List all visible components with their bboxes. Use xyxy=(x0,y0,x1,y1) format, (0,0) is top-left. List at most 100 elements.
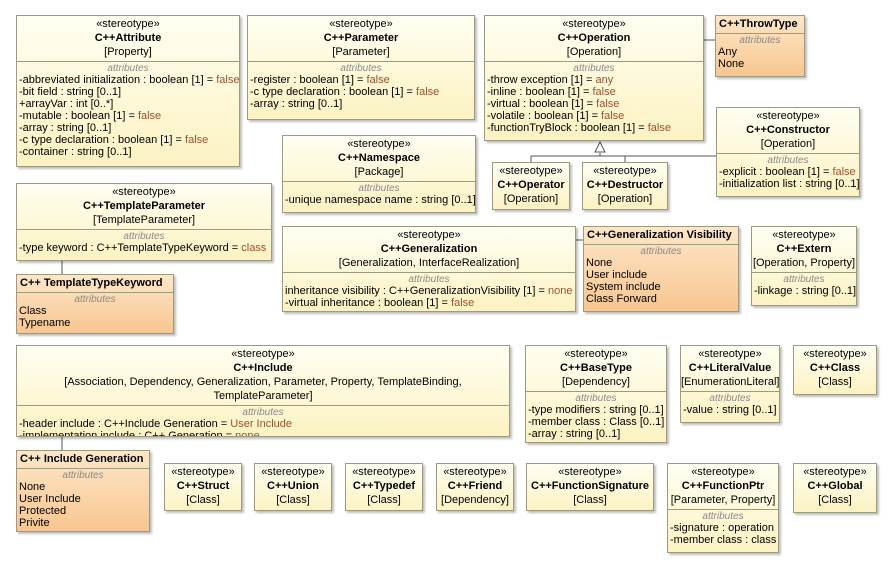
default-value: none xyxy=(235,430,260,437)
enumeration: C++ TemplateTypeKeyword attributes Class Ty… xyxy=(16,274,174,334)
metaclass: [Class] xyxy=(818,494,852,506)
default-value: false xyxy=(647,122,671,134)
stereotype-label: «stereotype» xyxy=(261,466,325,478)
item-text: -virtual : boolean [1] = xyxy=(487,98,597,110)
stereotype-box: «stereotype» C++Typedef [Class] xyxy=(345,463,423,511)
element-name: C++Parameter xyxy=(323,32,399,44)
stereotype-box: «stereotype» C++Include [Association, Depe… xyxy=(16,345,510,437)
stereotype-label: «stereotype» xyxy=(772,229,836,241)
item-text: -virtual inheritance : boolean [1] = xyxy=(285,297,452,309)
item-text: -inline : boolean [1] = xyxy=(487,86,593,98)
header: C++ThrowType xyxy=(716,16,804,33)
header: «stereotype» C++Class [Class] xyxy=(794,346,876,391)
stereotype-box: «stereotype» C++LiteralValue [EnumerationL… xyxy=(680,345,780,423)
enumeration: C++ Include Generation attributes None User… xyxy=(16,450,150,532)
element-name: C++Union xyxy=(267,480,319,492)
stereotype-box: «stereotype» C++Class [Class] xyxy=(793,345,877,395)
element-name: C++Generalization xyxy=(380,243,478,255)
default-value: none xyxy=(548,285,573,297)
metaclass: [Generalization, InterfaceRealization] xyxy=(338,257,520,269)
item: -functionTryBlock : boolean [1] = false xyxy=(487,122,701,134)
item-text: -register : boolean [1] = xyxy=(250,74,367,86)
metaclass: [Operation] xyxy=(503,193,559,205)
enumeration: C++ThrowType attributes Any None xyxy=(715,15,805,77)
stereotype-box: «stereotype» C++Friend [Dependency] xyxy=(436,463,514,511)
default-value: false xyxy=(832,166,856,178)
item-text: -throw exception [1] = xyxy=(487,74,596,86)
element-name: C++BaseType xyxy=(560,362,632,374)
compartment: attributes -linkage : string [0..1] xyxy=(752,272,856,299)
default-value: false xyxy=(451,297,475,309)
element-name: C++ThrowType xyxy=(719,18,798,30)
metaclass: [Operation] xyxy=(566,46,622,58)
stereotype-label: «stereotype» xyxy=(329,18,393,30)
default-value: false xyxy=(601,110,625,122)
element-name: C++TemplateParameter xyxy=(82,200,206,212)
item-text: inheritance visibility : C++Generalizati… xyxy=(285,285,549,297)
header: C++ TemplateTypeKeyword xyxy=(17,275,173,292)
element-name: C++Generalization Visibility xyxy=(587,229,732,241)
element-name: C++Operation xyxy=(557,32,631,44)
item: Privite xyxy=(19,517,50,529)
item: -initialization list : string [0..1] xyxy=(719,178,860,190)
item: -mutable : boolean [1] = false xyxy=(19,110,237,122)
compartment-label: attributes xyxy=(783,274,825,285)
compartment: attributes -type modifiers : string [0..1… xyxy=(526,391,666,442)
stereotype-box: «stereotype» C++Operator [Operation] xyxy=(492,162,570,210)
metaclass: [EnumerationLiteral] xyxy=(681,376,780,388)
item: -virtual : boolean [1] = false xyxy=(487,98,701,110)
item: User Include xyxy=(19,493,81,505)
header: «stereotype» C++Destructor [Operation] xyxy=(583,163,667,208)
compartment-label: attributes xyxy=(340,63,382,74)
stereotype-label: «stereotype» xyxy=(112,186,176,198)
default-value: false xyxy=(216,74,240,86)
item-text: -abbreviated initialization : boolean [1… xyxy=(19,74,217,86)
item: inheritance visibility : C++Generalizati… xyxy=(285,285,573,297)
compartment-label: attributes xyxy=(709,393,751,404)
compartment-label: attributes xyxy=(640,246,682,257)
item-text: -c type declaration : boolean [1] = xyxy=(250,86,417,98)
compartment: attributes inheritance visibility : C++Ge… xyxy=(283,272,575,311)
metaclass: [Class] xyxy=(186,494,220,506)
element-name: C++Operator xyxy=(497,179,565,191)
item-text: -c type declaration : boolean [1] = xyxy=(19,134,186,146)
stereotype-label: «stereotype» xyxy=(803,348,867,360)
default-value: false xyxy=(592,86,616,98)
metaclass: [Operation] xyxy=(597,193,653,205)
metaclass: [Class] xyxy=(367,494,401,506)
item: +arrayVar : int [0..*] xyxy=(19,98,114,110)
stereotype-box: «stereotype» C++Operation [Operation] attri… xyxy=(484,15,704,141)
metaclass: [Class] xyxy=(818,376,852,388)
stereotype-box: «stereotype» C++FunctionPtr [Parameter, Pr… xyxy=(667,463,779,553)
stereotype-label: «stereotype» xyxy=(499,165,563,177)
item: -volatile : boolean [1] = false xyxy=(487,110,701,122)
item: Typename xyxy=(19,317,71,329)
stereotype-label: «stereotype» xyxy=(347,138,411,150)
element-name: C++Typedef xyxy=(352,480,416,492)
header: «stereotype» C++FunctionSignature [Class] xyxy=(527,464,653,509)
compartment-label: attributes xyxy=(107,63,149,74)
header: «stereotype» C++Union [Class] xyxy=(255,464,331,509)
stereotype-label: «stereotype» xyxy=(397,229,461,241)
compartment: attributes -throw exception [1] = any -inl… xyxy=(485,61,703,136)
header: «stereotype» C++Generalization [Generaliza… xyxy=(283,227,575,272)
metaclass: [Class] xyxy=(276,494,310,506)
metaclass: [Package] xyxy=(354,166,404,178)
header: «stereotype» C++Operator [Operation] xyxy=(493,163,569,208)
compartment-label: attributes xyxy=(358,183,400,194)
item: -implementation include : C++ Generation… xyxy=(19,430,507,437)
default-value: false xyxy=(596,98,620,110)
default-value: false xyxy=(366,74,390,86)
element-name: C++ Include Generation xyxy=(20,453,144,465)
metaclass: [Class] xyxy=(573,494,607,506)
default-value: false xyxy=(416,86,440,98)
metaclass: [TemplateParameter] xyxy=(92,214,196,226)
item: None xyxy=(586,257,613,269)
item: Any xyxy=(718,46,737,58)
compartment: attributes -value : string [0..1] xyxy=(681,391,779,418)
element-name: C++Struct xyxy=(176,480,230,492)
item-text: -type keyword : C++TemplateTypeKeyword = xyxy=(19,242,242,254)
item: -c type declaration : boolean [1] = fals… xyxy=(250,86,472,98)
metaclass: [Parameter] xyxy=(332,46,390,58)
